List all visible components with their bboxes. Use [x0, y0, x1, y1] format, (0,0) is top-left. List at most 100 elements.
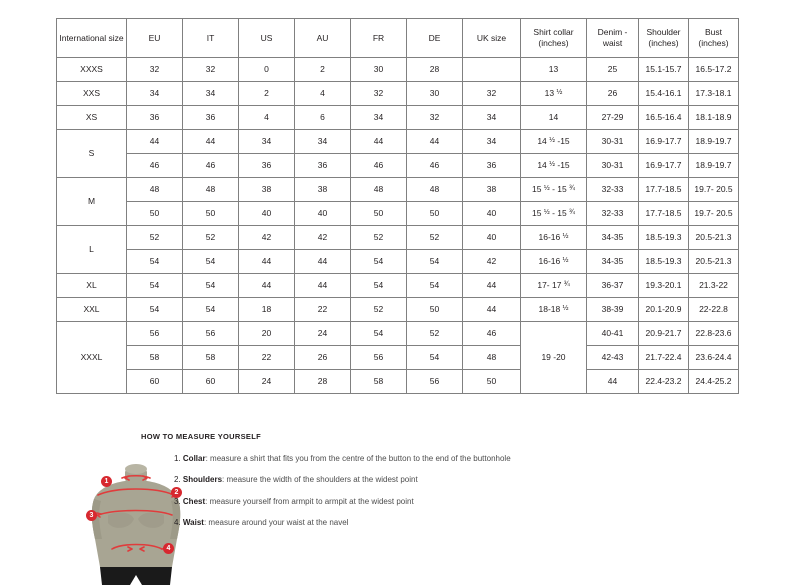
- cell-us: 44: [238, 273, 295, 298]
- cell-eu: 54: [126, 249, 183, 274]
- cell-au: 44: [294, 273, 351, 298]
- cell-fr: 32: [350, 81, 407, 106]
- measure-item-text: : measure the width of the shoulders at …: [222, 475, 418, 485]
- cell-denim: 32-33: [586, 201, 639, 226]
- column-header-9: Denim - waist: [586, 18, 639, 58]
- cell-us: 0: [238, 57, 295, 82]
- cell-it: 54: [182, 273, 239, 298]
- cell-denim: 34-35: [586, 249, 639, 274]
- cell-eu: 52: [126, 225, 183, 250]
- cell-shirt-collar: 16-16 ½: [520, 225, 587, 250]
- cell-it: 44: [182, 129, 239, 154]
- cell-au: 36: [294, 153, 351, 178]
- cell-au: 34: [294, 129, 351, 154]
- cell-it: 54: [182, 297, 239, 322]
- column-header-11: Bust (inches): [688, 18, 739, 58]
- cell-shirt-collar: 15 ½ - 15 ¾: [520, 201, 587, 226]
- cell-au: 26: [294, 345, 351, 370]
- table-row: XXS 34 34 2 4 32 30 32 13 ½ 26 15.4-16.1 17.3-18.1: [56, 81, 739, 106]
- cell-international-size: XXS: [56, 81, 127, 106]
- measure-item-term: Shoulders: [182, 475, 223, 485]
- torso-shape: [91, 481, 181, 567]
- cell-uk: 40: [462, 225, 521, 250]
- measurement-arrows: [96, 474, 176, 552]
- cell-fr: 48: [350, 177, 407, 202]
- cell-shirt-collar: 16-16 ½: [520, 249, 587, 274]
- column-header-8: Shirt collar (inches): [520, 18, 587, 58]
- cell-fr: 52: [350, 225, 407, 250]
- chest-arrow: [97, 509, 173, 516]
- cell-de: 56: [406, 369, 463, 394]
- table-row: 50 50 40 40 50 50 40 15 ½ - 15 ¾ 32-33 17.7-18.5 1…: [57, 201, 739, 226]
- cell-eu: 50: [126, 201, 183, 226]
- cell-it: 48: [182, 177, 239, 202]
- table-row: 54 54 44 44 54 54 42 16-16 ½ 34-35 18.5-19.3 20.5-…: [57, 249, 739, 274]
- measure-instruction-3: 3. Chest: measure yourself from armpit t…: [174, 496, 511, 507]
- cell-us: 20: [238, 321, 295, 346]
- cell-it: 36: [182, 105, 239, 130]
- column-header-5: FR: [350, 18, 407, 58]
- measure-item-term: Waist: [182, 517, 204, 527]
- cell-it: 46: [182, 153, 239, 178]
- cell-us: 40: [238, 201, 295, 226]
- cell-au: 28: [294, 369, 351, 394]
- cell-it: 34: [182, 81, 239, 106]
- cell-denim: 38-39: [586, 297, 639, 322]
- cell-us: 18: [238, 297, 295, 322]
- cell-eu: 56: [126, 321, 183, 346]
- cell-shirt-collar: 13: [520, 57, 587, 82]
- cell-us: 22: [238, 345, 295, 370]
- measure-badge-3: 3: [86, 510, 97, 521]
- cell-shirt-collar: 14 ½ -15: [520, 129, 587, 154]
- table-row: S 44 44 34 34 44 44 34 14 ½ -15 30-31 16.9-17.7 18.…: [56, 129, 739, 178]
- column-header-7: UK size: [462, 18, 521, 58]
- cell-it: 32: [182, 57, 239, 82]
- cell-us: 44: [238, 249, 295, 274]
- cell-fr: 54: [350, 249, 407, 274]
- column-header-3: US: [238, 18, 295, 58]
- table-row: 60 60 24 28 58 56 50 44 22.4-23.2 24.4-25.2: [57, 369, 739, 394]
- table-header-row: International size EU IT US AU FR DE UK size Shi…: [56, 18, 739, 58]
- cell-au: 4: [294, 81, 351, 106]
- cell-bust: 20.5-21.3: [688, 249, 739, 274]
- collar-arrowhead-left: [124, 475, 130, 481]
- measure-item-term: Chest: [182, 496, 206, 506]
- column-header-0: International size: [56, 18, 127, 58]
- waist-arrowhead-right: [139, 546, 145, 552]
- cell-us: 24: [238, 369, 295, 394]
- cell-de: 50: [406, 201, 463, 226]
- table-row: XXL 54 54 18 22 52 50 44 18-18 ½ 38-39 20.1-20.9 22…: [56, 297, 739, 322]
- table-row: 46 46 36 36 46 46 36 14 ½ -15 30-31 16.9-17.7 18.9…: [57, 153, 739, 178]
- cell-de: 52: [406, 225, 463, 250]
- cell-shoulder: 16.9-17.7: [638, 153, 689, 178]
- cell-shoulder: 15.4-16.1: [638, 81, 689, 106]
- measure-item-term: Collar: [182, 454, 206, 463]
- cell-shoulder: 18.5-19.3: [638, 249, 689, 274]
- cell-international-size: XXL: [56, 297, 127, 322]
- cell-denim: 25: [586, 57, 639, 82]
- measure-badge-4: 4: [163, 543, 174, 554]
- table-row: XL 54 54 44 44 54 54 44 17- 17 ¾ 36-37 19.3-20.1 21…: [56, 273, 739, 298]
- cell-uk: 48: [462, 345, 521, 370]
- right-shoulder-shade: [170, 499, 181, 539]
- cell-de: 48: [406, 177, 463, 202]
- cell-au: 38: [294, 177, 351, 202]
- cell-uk: 44: [462, 297, 521, 322]
- measure-badge-1: 1: [101, 476, 112, 487]
- cell-shoulder: 18.5-19.3: [638, 225, 689, 250]
- waist-arrowhead-left: [127, 546, 133, 552]
- left-shoulder-shade: [91, 499, 102, 539]
- cell-denim: 30-31: [586, 129, 639, 154]
- neck-top-shape: [125, 464, 147, 474]
- measure-instruction-2: 2. Shoulders: measure the width of the s…: [174, 475, 511, 485]
- cell-international-size: XS: [56, 105, 127, 130]
- cell-au: 22: [294, 297, 351, 322]
- cell-fr: 52: [350, 297, 407, 322]
- cell-fr: 34: [350, 105, 407, 130]
- column-header-2: IT: [182, 18, 239, 58]
- measure-instruction-1: 1. Collar: measure a shirt that fits you…: [174, 454, 511, 464]
- cell-international-size: M: [56, 177, 127, 226]
- shorts-shape: [100, 567, 172, 585]
- cell-de: 50: [406, 297, 463, 322]
- cell-uk: 44: [462, 273, 521, 298]
